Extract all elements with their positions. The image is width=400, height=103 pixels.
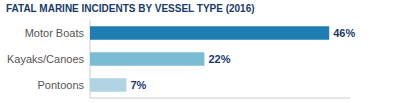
- data-label: 7%: [130, 79, 146, 91]
- chart: FATAL MARINE INCIDENTS BY VESSEL TYPE (2…: [0, 0, 400, 103]
- category-label: Motor Boats: [25, 27, 85, 39]
- bar: [90, 52, 204, 66]
- bars: [90, 26, 329, 92]
- category-label: Kayaks/Canoes: [7, 53, 85, 65]
- data-label: 22%: [208, 53, 230, 65]
- category-label: Pontoons: [38, 79, 85, 91]
- data-label: 46%: [333, 27, 355, 39]
- bar: [90, 78, 126, 92]
- x-axis-line: [90, 98, 350, 99]
- title: FATAL MARINE INCIDENTS BY VESSEL TYPE (2…: [6, 3, 255, 14]
- bar: [90, 26, 329, 40]
